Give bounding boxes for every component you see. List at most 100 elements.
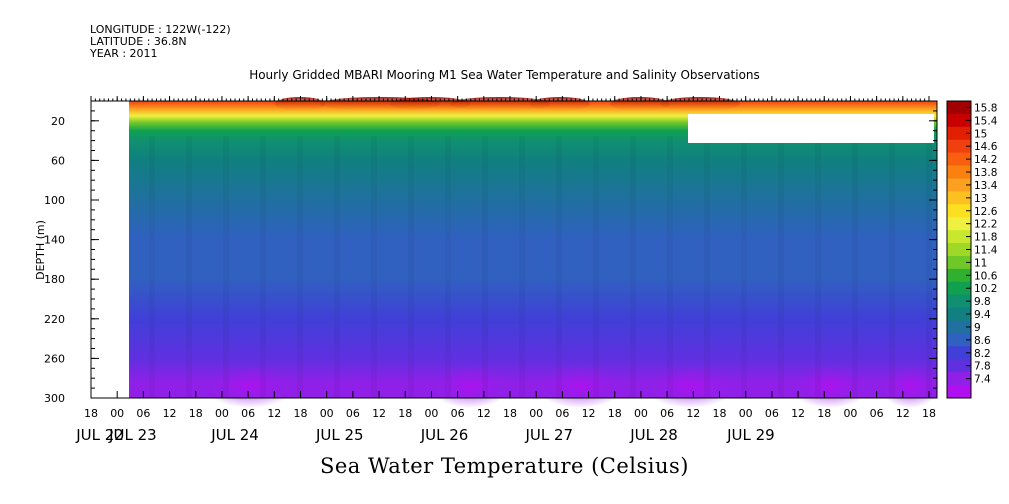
field-streak xyxy=(260,136,266,398)
x-tick-label: 00 xyxy=(424,407,438,420)
longitude-label: LONGITUDE : 122W(-122) xyxy=(90,23,231,36)
colorbar-swatch xyxy=(947,320,971,334)
x-tick-label: 06 xyxy=(660,407,674,420)
colorbar-swatch xyxy=(947,113,971,128)
colorbar-label: 9.4 xyxy=(974,309,991,321)
x-tick-label: 00 xyxy=(739,407,753,420)
field-streak xyxy=(297,136,303,398)
colorbar-label: 9 xyxy=(974,322,981,334)
colorbar-swatch xyxy=(947,230,971,244)
colorbar-label: 15 xyxy=(974,128,987,140)
field-streak xyxy=(519,136,525,398)
y-tick-label: 180 xyxy=(44,273,65,286)
colorbar-label: 11.8 xyxy=(974,232,997,244)
x-tick-label: 12 xyxy=(896,407,910,420)
field-streak xyxy=(223,136,229,398)
colorbar-label: 14.2 xyxy=(974,154,997,166)
y-tick-label: 100 xyxy=(44,194,65,207)
field-streak xyxy=(741,136,747,398)
field-streak xyxy=(482,136,488,398)
x-tick-label: 00 xyxy=(634,407,648,420)
date-label: JUL 28 xyxy=(629,426,678,444)
x-tick-label: 18 xyxy=(922,407,936,420)
date-label: JUL 29 xyxy=(726,426,775,444)
date-label: JUL 27 xyxy=(524,426,573,444)
field-streak xyxy=(815,136,821,398)
field-streak xyxy=(408,136,414,398)
date-label: JUL 26 xyxy=(420,426,469,444)
x-tick-label: 18 xyxy=(608,407,622,420)
field-streak xyxy=(778,136,784,398)
latitude-label: LATITUDE : 36.8N xyxy=(90,35,187,48)
x-tick-label: 18 xyxy=(294,407,308,420)
x-tick-label: 12 xyxy=(791,407,805,420)
x-tick-label: 06 xyxy=(451,407,465,420)
x-tick-label: 12 xyxy=(686,407,700,420)
field-streak xyxy=(630,136,636,398)
x-tick-label: 12 xyxy=(477,407,491,420)
x-tick-label: 18 xyxy=(503,407,517,420)
colorbar-swatch xyxy=(947,217,971,231)
colorbar-swatch xyxy=(947,281,971,296)
year-label: YEAR : 2011 xyxy=(90,47,158,60)
colorbar-swatch xyxy=(947,307,971,322)
x-tick-label: 06 xyxy=(241,407,255,420)
temperature-field xyxy=(129,101,937,398)
x-tick-label: 12 xyxy=(163,407,177,420)
colorbar-swatch xyxy=(947,243,971,257)
field-streak xyxy=(334,136,340,398)
colorbar-label: 15.4 xyxy=(974,115,998,127)
colorbar-label: 11 xyxy=(974,257,987,269)
colorbar-label: 13.8 xyxy=(974,167,997,179)
y-tick-label: 20 xyxy=(51,115,65,128)
field-streak xyxy=(667,136,673,398)
variable-label: Sea Water Temperature (Celsius) xyxy=(319,454,689,478)
x-tick-label: 06 xyxy=(346,407,360,420)
colorbar-label: 12.6 xyxy=(974,206,998,218)
colorbar-swatch xyxy=(947,346,971,360)
colorbar-swatch xyxy=(947,204,971,218)
colorbar-label: 14.6 xyxy=(974,141,998,153)
field-streak xyxy=(445,136,451,398)
date-label: JUL 24 xyxy=(210,426,259,444)
colorbar-swatch xyxy=(947,255,971,270)
colorbar-swatch xyxy=(947,152,971,167)
colorbar-label: 11.4 xyxy=(974,245,998,257)
colorbar-swatch xyxy=(947,165,971,179)
colorbar-label: 9.8 xyxy=(974,296,991,308)
colorbar-label: 8.2 xyxy=(974,348,991,360)
x-tick-label: 18 xyxy=(713,407,727,420)
x-tick-label: 00 xyxy=(110,407,124,420)
y-tick-label: 260 xyxy=(44,352,65,365)
colorbar-label: 8.6 xyxy=(974,335,991,347)
colorbar-swatch xyxy=(947,359,971,373)
missing-data-left xyxy=(91,101,129,398)
colorbar-label: 7.4 xyxy=(974,374,991,386)
field-streak xyxy=(852,136,858,398)
x-tick-label: 06 xyxy=(136,407,150,420)
colorbar-swatch xyxy=(947,191,971,205)
x-tick-label: 00 xyxy=(215,407,229,420)
x-tick-label: 06 xyxy=(765,407,779,420)
date-label: JUL 25 xyxy=(315,426,364,444)
x-tick-label: 12 xyxy=(267,407,281,420)
x-tick-label: 00 xyxy=(843,407,857,420)
date-label: JUL 23 xyxy=(108,426,157,444)
date-label: JUL 22 xyxy=(75,426,124,444)
x-tick-label: 18 xyxy=(817,407,831,420)
colorbar-label: 12.2 xyxy=(974,219,997,231)
x-tick-label: 06 xyxy=(870,407,884,420)
colorbar-label: 10.6 xyxy=(974,270,998,282)
x-tick-label: 12 xyxy=(582,407,596,420)
colorbar-label: 15.8 xyxy=(974,102,997,114)
warm-surface-patch xyxy=(530,97,590,111)
colorbar-swatch xyxy=(947,139,971,154)
x-tick-label: 18 xyxy=(398,407,412,420)
colorbar-swatch xyxy=(947,101,971,115)
colorbar-swatch xyxy=(947,268,971,283)
x-tick-label: 12 xyxy=(372,407,386,420)
colorbar-swatch xyxy=(947,178,971,192)
field-streak xyxy=(556,136,562,398)
cold-deep-patch xyxy=(535,364,625,408)
